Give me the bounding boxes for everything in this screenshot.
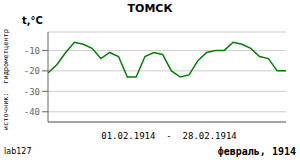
html-text:источник: гидрометцентр: источник: гидрометцентр (2, 29, 10, 131)
html-text:ТОМСК: ТОМСК (127, 2, 173, 15)
html-text:lab127: lab127 (4, 147, 32, 156)
svg-text:-20: -20 (24, 66, 40, 76)
html-text:01.02.1914 - 28.02.1914: 01.02.1914 - 28.02.1914 (101, 131, 237, 141)
html-text:t,°C: t,°C (22, 15, 43, 26)
html-text:февраль, 1914: февраль, 1914 (217, 146, 296, 157)
svg-text:-40: -40 (24, 107, 40, 117)
svg-text:-10: -10 (24, 46, 40, 56)
svg-text:-30: -30 (24, 87, 40, 97)
